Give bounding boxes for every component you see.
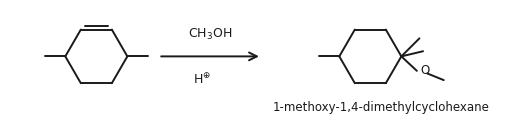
Text: CH$_3$OH: CH$_3$OH [188, 27, 232, 42]
Text: H$^{\oplus}$: H$^{\oplus}$ [193, 72, 211, 87]
Text: O: O [420, 64, 429, 77]
Text: 1-methoxy-1,4-dimethylcyclohexane: 1-methoxy-1,4-dimethylcyclohexane [272, 101, 489, 114]
